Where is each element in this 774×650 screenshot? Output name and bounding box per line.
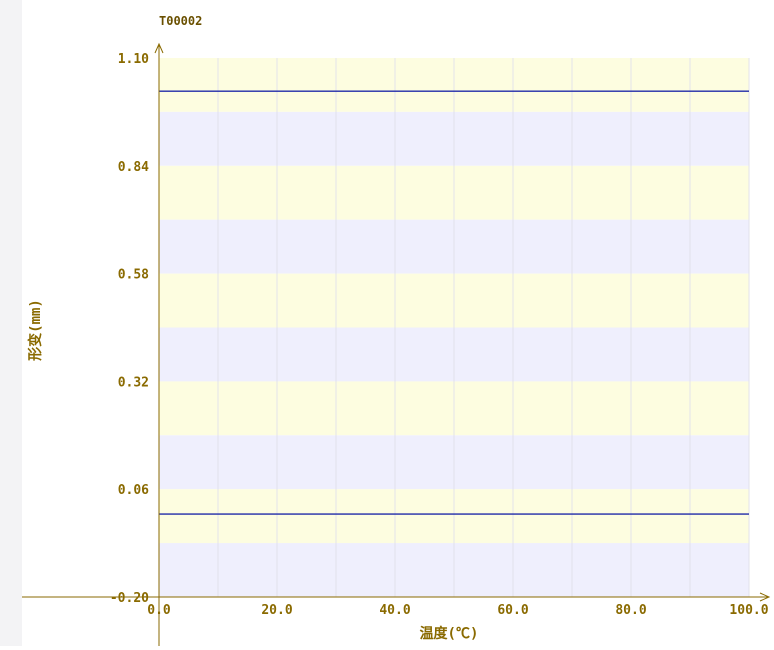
x-tick-label: 80.0	[615, 603, 646, 618]
y-tick-label: 1.10	[118, 52, 149, 67]
y-axis-label: 形变(mm)	[27, 299, 44, 361]
chart-title: T00002	[159, 14, 202, 28]
x-tick-label: 40.0	[379, 603, 410, 618]
y-tick-label: 0.06	[118, 483, 149, 498]
y-tick-labels: -0.20 0.06 0.32 0.58 0.84 1.10	[110, 52, 149, 606]
y-tick-label: -0.20	[110, 591, 149, 606]
x-tick-labels: 0.0 20.0 40.0 60.0 80.0 100.0	[147, 603, 768, 618]
x-axis-label: 温度(℃)	[420, 625, 479, 642]
x-tick-label: 20.0	[261, 603, 292, 618]
y-tick-label: 0.32	[118, 375, 149, 390]
x-tick-label: 100.0	[729, 603, 768, 618]
y-tick-label: 0.84	[118, 160, 149, 175]
x-tick-label: 0.0	[147, 603, 171, 618]
x-tick-label: 60.0	[497, 603, 528, 618]
y-tick-label: 0.58	[118, 268, 149, 283]
